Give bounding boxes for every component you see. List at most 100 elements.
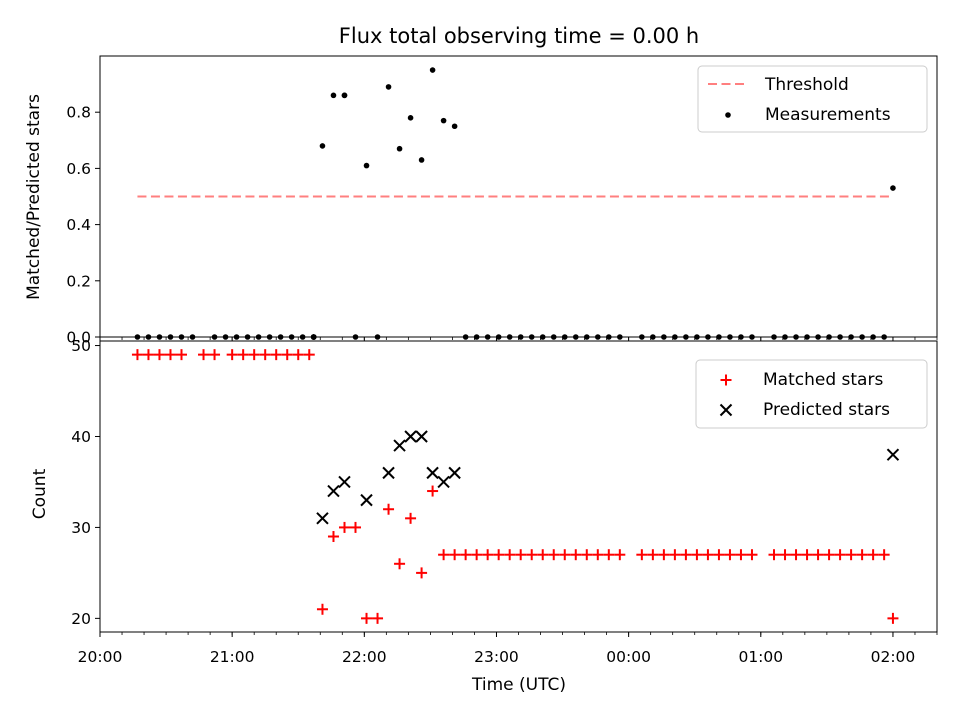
predicted-point [316,512,329,525]
top-legend-box [697,65,928,133]
x-axis-label: Time (UTC) [471,675,566,695]
matched-point [537,549,549,561]
count-points [131,349,900,624]
bottom-x-ticks: 20:00 21:00 22:00 23:00 00:00 01:00 02:00 [78,632,938,666]
matched-point [482,549,494,561]
predicted-point [327,484,340,498]
measurement-point [440,117,447,124]
legend-measurements-label: Measurements [765,105,891,125]
matched-point [316,603,328,615]
measurement-point [890,185,896,191]
predicted-point [415,430,428,443]
matched-point [372,612,384,624]
matched-point [209,349,221,361]
matched-point [327,531,339,543]
matched-point [270,349,282,361]
matched-point [548,549,560,561]
legend-measurements-swatch [725,112,731,118]
matched-point [570,549,582,561]
matched-point [581,549,593,561]
matched-point [198,349,210,361]
predicted-point [404,430,417,443]
matched-point [405,512,417,524]
x-tick-label: 21:00 [210,648,255,666]
matched-point [526,549,538,561]
matched-point [680,549,692,561]
matched-point [790,549,802,561]
matched-point [350,521,362,533]
matched-point [702,549,714,561]
matched-point [281,349,293,361]
matched-point [647,549,659,561]
y-tick-label: 0.2 [66,272,91,290]
predicted-point [448,466,461,480]
matched-point [493,549,505,561]
legend-predicted-swatch [719,403,733,417]
matched-point [559,549,571,561]
matched-point [614,549,626,561]
matched-point [801,549,813,561]
bottom-y-ticks: 20 30 40 50 [71,337,100,628]
x-tick-label: 00:00 [606,648,651,666]
matched-point [768,549,780,561]
matched-point [746,549,758,561]
matched-point [131,349,143,361]
measurement-point [418,157,425,163]
matched-point [383,503,395,515]
measurement-point [385,84,392,90]
bottom-legend-box [695,359,928,429]
matched-point [867,549,879,561]
top-legend: Threshold Measurements [697,65,928,133]
matched-point [735,549,747,561]
x-tick-label: 01:00 [738,648,783,666]
matched-point [460,549,472,561]
matched-point [259,349,271,361]
predicted-point [393,439,406,452]
top-plot-frame [99,55,938,338]
legend-threshold-label: Threshold [764,75,849,95]
predicted-point [382,466,395,480]
matched-point [878,549,890,561]
y-tick-label: 30 [71,519,91,537]
matched-point [449,549,461,561]
legend-predicted-label: Predicted stars [763,400,890,420]
measurement-point [319,143,326,149]
legend-matched-swatch [720,374,732,386]
measurement-point [451,123,458,130]
predicted-point [426,466,439,480]
matched-point [361,612,373,624]
y-tick-label: 0.4 [66,216,91,234]
matched-point [438,549,450,561]
bottom-legend: Matched stars Predicted stars [695,359,928,429]
matched-point [303,349,315,361]
matched-point [691,549,703,561]
matched-point [427,485,439,497]
bottom-plot-frame [99,340,938,633]
matched-point [338,521,350,533]
legend-predicted-marker [719,403,733,417]
matched-point [603,549,615,561]
matched-point [812,549,824,561]
bottom-y-axis-label: Count [30,468,50,519]
x-tick-label: 23:00 [474,648,519,666]
x-tick-label: 20:00 [78,648,123,666]
measurement-point [341,92,348,99]
predicted-point [360,493,373,507]
measurement-point [396,145,403,152]
matched-point [504,549,516,561]
x-tick-label: 22:00 [342,648,387,666]
matched-point [887,612,899,624]
matched-point [823,549,835,561]
matched-point [845,549,857,561]
measurement-point [363,162,370,169]
matched-point [248,349,260,361]
matched-point [226,349,238,361]
matched-point [237,349,249,361]
y-tick-label: 0.0 [66,329,91,347]
matched-point [724,549,736,561]
legend-matched-marker [720,374,732,386]
matched-point [856,549,868,561]
matched-point [669,549,681,561]
matched-point [471,549,483,561]
